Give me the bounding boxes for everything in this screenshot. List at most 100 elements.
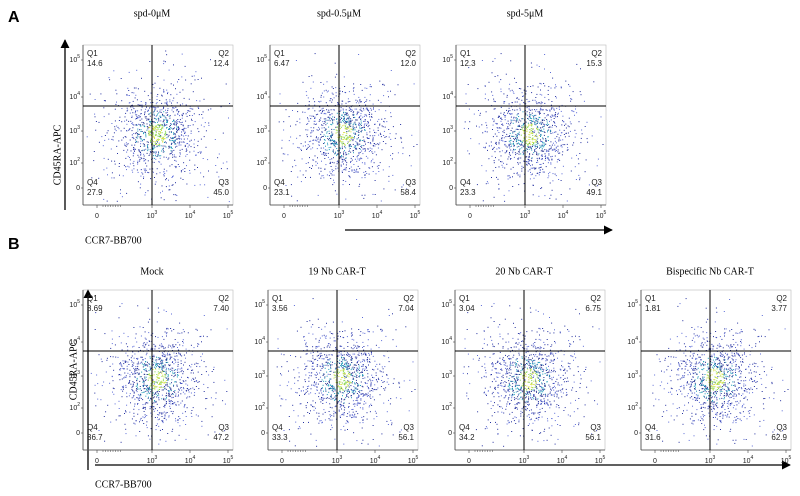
event-dot xyxy=(208,122,210,124)
event-dot xyxy=(470,138,472,140)
event-dot xyxy=(321,136,323,137)
event-dot xyxy=(187,126,189,128)
event-dot xyxy=(348,386,350,388)
event-dot xyxy=(154,381,156,383)
event-dot xyxy=(513,149,515,151)
event-dot xyxy=(173,123,175,125)
event-dot xyxy=(146,389,148,390)
event-dot xyxy=(95,121,97,122)
event-dot xyxy=(159,412,160,414)
event-dot xyxy=(139,431,141,432)
event-dot xyxy=(530,148,532,150)
event-dot xyxy=(343,124,345,126)
event-dot xyxy=(360,372,362,374)
event-dot xyxy=(196,365,198,367)
event-dot xyxy=(323,123,325,124)
event-dot xyxy=(129,374,131,376)
event-dot xyxy=(316,445,318,447)
event-dot xyxy=(121,386,123,388)
event-dot xyxy=(320,401,322,403)
event-dot xyxy=(567,149,569,151)
event-dot xyxy=(345,92,347,94)
event-dot xyxy=(319,128,320,130)
event-dot xyxy=(548,86,550,88)
event-dot xyxy=(186,149,188,151)
event-dot xyxy=(158,152,160,154)
event-dot xyxy=(114,344,116,346)
event-dot xyxy=(132,381,134,383)
event-dot xyxy=(381,330,383,332)
event-dot xyxy=(532,85,534,87)
event-dot xyxy=(511,102,513,104)
event-dot xyxy=(110,421,112,423)
event-dot xyxy=(374,180,376,181)
event-dot xyxy=(333,170,335,171)
event-dot xyxy=(135,420,137,422)
event-dot xyxy=(95,312,97,314)
event-dot xyxy=(359,140,361,142)
event-dot xyxy=(290,125,291,127)
event-dot xyxy=(338,393,340,395)
event-dot xyxy=(499,139,501,141)
event-dot xyxy=(166,115,168,116)
event-dot xyxy=(360,109,362,111)
event-dot xyxy=(565,80,567,82)
event-dot xyxy=(211,371,213,372)
event-dot xyxy=(174,381,176,383)
event-dot xyxy=(143,168,145,170)
event-dot xyxy=(322,131,323,133)
event-dot xyxy=(361,129,363,131)
event-dot xyxy=(341,118,343,119)
event-dot xyxy=(112,136,114,138)
event-dot xyxy=(345,167,347,169)
event-dot xyxy=(550,148,552,150)
event-dot xyxy=(154,146,156,148)
event-dot xyxy=(520,153,522,155)
tick-label: 102 xyxy=(69,157,80,167)
event-dot xyxy=(495,122,497,124)
event-dot xyxy=(152,83,154,85)
event-dot xyxy=(330,136,332,138)
event-dot xyxy=(138,388,140,390)
event-dot xyxy=(402,153,404,155)
event-dot xyxy=(513,144,515,146)
event-dot xyxy=(349,391,350,393)
event-dot xyxy=(369,396,371,398)
event-dot xyxy=(540,101,542,103)
event-dot xyxy=(529,117,531,119)
plot-frame xyxy=(269,44,421,206)
event-dot xyxy=(147,397,149,399)
event-dot xyxy=(135,333,137,335)
event-dot xyxy=(316,389,318,391)
event-dot xyxy=(512,150,514,152)
event-dot xyxy=(516,101,518,103)
event-dot xyxy=(329,137,330,139)
event-dot xyxy=(340,404,342,405)
event-dot xyxy=(157,389,159,391)
event-dot xyxy=(200,124,202,126)
event-dot xyxy=(518,119,520,121)
event-dot xyxy=(185,135,187,136)
event-dot xyxy=(86,136,88,138)
event-dot xyxy=(141,150,143,152)
tick-sup: 5 xyxy=(231,455,234,461)
event-dot xyxy=(150,122,152,124)
quadrant-name: Q2 xyxy=(218,49,229,58)
event-dot xyxy=(322,421,323,423)
event-dot xyxy=(142,407,144,409)
event-dot xyxy=(360,124,362,126)
event-dot xyxy=(352,139,354,140)
event-dot xyxy=(169,153,171,155)
event-dot xyxy=(182,341,184,342)
event-dot xyxy=(366,108,368,110)
event-dot xyxy=(543,113,545,115)
event-dot xyxy=(177,164,179,165)
event-dot xyxy=(518,121,520,123)
event-dot xyxy=(143,149,145,151)
quadrant-name: Q4 xyxy=(460,178,471,187)
event-dot xyxy=(158,380,160,382)
event-dot xyxy=(538,195,540,197)
event-dot xyxy=(331,113,333,115)
event-dot xyxy=(355,141,357,143)
event-dot xyxy=(113,369,115,371)
